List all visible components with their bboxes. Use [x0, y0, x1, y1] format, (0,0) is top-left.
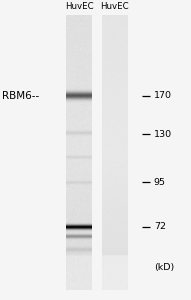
Text: HuvEC: HuvEC: [100, 2, 129, 11]
Text: HuvEC: HuvEC: [65, 2, 94, 11]
Text: 72: 72: [154, 222, 166, 231]
Text: 170: 170: [154, 91, 172, 100]
Text: 95: 95: [154, 178, 166, 187]
Text: RBM6--: RBM6--: [2, 91, 39, 100]
Text: 130: 130: [154, 130, 172, 139]
Text: (kD): (kD): [154, 263, 174, 272]
